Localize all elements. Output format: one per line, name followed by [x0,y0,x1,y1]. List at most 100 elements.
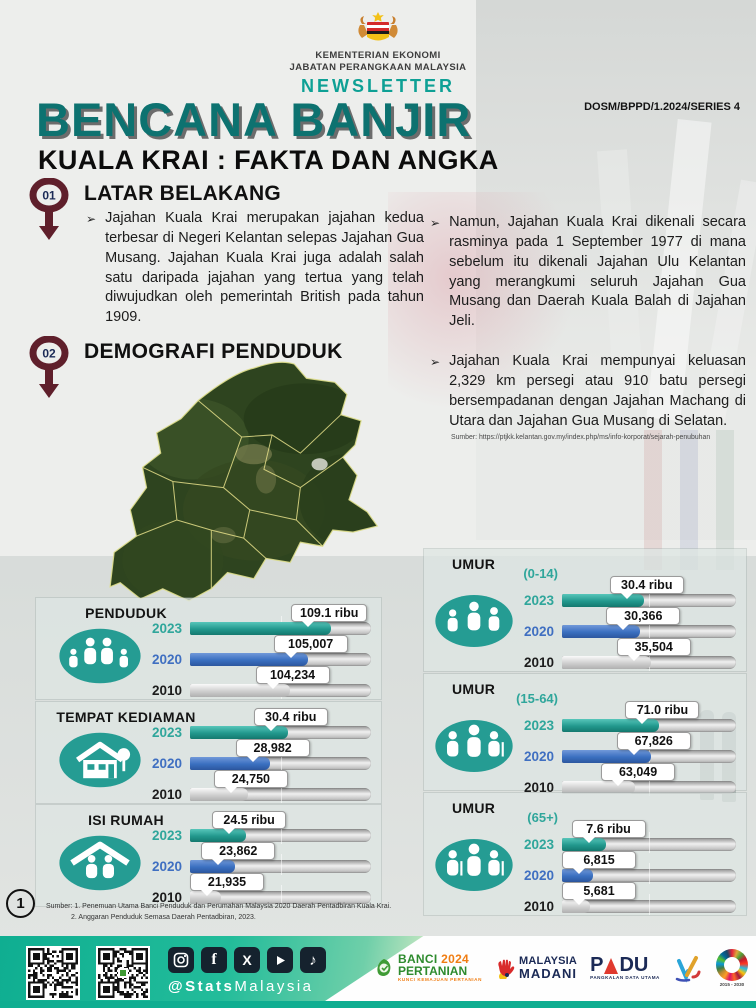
chart-row-2020: 2020 28,982 [140,739,373,772]
source-line-2: 2. Anggaran Penduduk Semasa Daerah Penta… [71,914,256,922]
value-callout: 21,935 [190,873,264,896]
chart-panel-umur-0-14: UMUR (0-14) 2023 30.4 ribu 2020 30,366 20… [424,549,746,671]
background-pink-blob [388,192,573,407]
year-label: 2020 [151,859,182,874]
chart-rows: 2023 7.6 ribu 2020 6,815 2010 5,681 [512,820,738,915]
bar-fill [190,788,248,801]
latar-belakang-left-column: ➢ Jajahan Kuala Krai merupakan jajahan k… [86,209,424,348]
chart-age-group-label: (0-14) [523,566,558,581]
value-callout: 23,862 [201,842,276,865]
year-label: 2010 [151,683,182,698]
year-label: 2023 [151,621,182,636]
year-label: 2010 [151,890,182,905]
year-label: 2020 [523,868,554,883]
chart-row-2023: 2023 24.5 ribu [140,811,373,844]
chart-rows: 2023 30.4 ribu 2020 30,366 2010 35,504 [512,576,738,671]
chart-age-group-label: (15-64) [516,691,558,706]
madani-hand-icon [498,959,515,979]
sdg-wheel-logo: 2015 - 2030 [715,949,748,987]
youtube-icon[interactable] [267,947,293,973]
bullet-text: Namun, Jajahan Kuala Krai dikenali secar… [449,214,746,330]
bar-track: 21,935 [190,873,371,906]
bar-fill [562,838,606,851]
bar-track: 24,750 [190,770,371,803]
chart-row-2023: 2023 30.4 ribu [140,708,373,741]
value-callout: 109.1 ribu [291,604,368,627]
sdg-wheel-icon [715,949,748,981]
ministry-line-2: JABATAN PERANGKAAN MALAYSIA [289,62,467,74]
partner-logos: BANCI 2024 PERTANIAN KUNCI KEMAJUAN PERT… [374,942,748,994]
bullet-marker-icon: ➢ [86,212,97,226]
chart-row-2023: 2023 109.1 ribu [140,604,373,637]
bar-fill [190,829,247,842]
sdg-caption: 2015 - 2030 [719,982,745,987]
value-callout: 63,049 [601,763,676,786]
x-icon[interactable]: X [234,947,260,973]
value-callout: 7.6 ribu [571,820,646,843]
chart-panel-umur-65plus: UMUR (65+) 2023 7.6 ribu 2020 6,815 2010 … [424,793,746,915]
bottom-bar: f X ♪ @StatsMalaysia BANCI 2024 PERTANIAN … [0,936,756,1008]
handle-bold: @Stats [168,978,235,995]
banci-word1: BANCI [398,952,442,967]
bar-track: 63,049 [562,763,736,796]
chart-title: UMUR [452,556,496,572]
bar-track: 67,826 [562,732,736,765]
value-callout: 30.4 ribu [609,576,684,599]
main-title: BENCANA BANJIR [36,93,472,146]
chart-row-2010: 2010 5,681 [512,882,738,915]
bar-fill [190,622,332,635]
value-callout: 105,007 [273,635,348,658]
year-label: 2010 [523,899,554,914]
chart-age-group-label: (65+) [527,810,558,825]
year-label: 2020 [523,749,554,764]
value-callout: 67,826 [616,732,691,755]
adults-icon [434,716,514,776]
chart-row-2010: 2010 63,049 [512,763,738,796]
bar-fill [190,726,288,739]
year-label: 2023 [151,725,182,740]
bar-fill [190,684,290,697]
malaysia-coat-of-arms-icon [358,12,398,41]
chart-title: ISI RUMAH [88,812,164,828]
value-callout: 35,504 [616,638,691,661]
banci-pertanian-2024-logo: BANCI 2024 PERTANIAN KUNCI KEMAJUAN PERT… [374,953,482,983]
bar-fill [562,719,660,732]
chart-row-2020: 2020 23,862 [140,842,373,875]
facebook-icon[interactable]: f [201,947,227,973]
newsletter-label: NEWSLETTER [301,75,455,96]
year-label: 2023 [523,593,554,608]
malaysia-madani-logo: MALAYSIA MADANI [495,956,577,980]
chart-row-2023: 2023 30.4 ribu [512,576,738,609]
svg-text:02: 02 [42,347,56,361]
tiktok-icon[interactable]: ♪ [300,947,326,973]
header: KEMENTERIAN EKONOMI JABATAN PERANGKAAN M… [0,10,756,97]
bullet-item: ➢ Namun, Jajahan Kuala Krai dikenali sec… [430,213,746,332]
value-callout: 24.5 ribu [212,811,287,834]
bar-track: 71.0 ribu [562,701,736,734]
bar-track: 30,366 [562,607,736,640]
bullet-item: ➢ Jajahan Kuala Krai merupakan jajahan k… [86,209,424,328]
chart-row-2023: 2023 7.6 ribu [512,820,738,853]
banci-leaf-icon [377,959,391,976]
bar-track: 105,007 [190,635,371,668]
chart-row-2010: 2010 35,504 [512,638,738,671]
banci-year: 2024 [441,952,470,967]
bar-track: 24.5 ribu [190,811,371,844]
footer-sources: Sumber: 1. Penemuan Utama Banci Penduduk… [46,901,391,923]
bullet-text: Jajahan Kuala Krai mempunyai keluasan 2,… [449,353,746,429]
bar-fill [190,653,308,666]
source-line-1: Sumber: 1. Penemuan Utama Banci Penduduk… [46,903,392,910]
instagram-icon[interactable] [168,947,194,973]
family-icon [58,624,142,688]
bar-track: 104,234 [190,666,371,699]
chart-row-2020: 2020 105,007 [140,635,373,668]
bullet-text: Jajahan Kuala Krai merupakan jajahan ked… [105,210,424,326]
chart-panel-isi-rumah: ISI RUMAH 2023 24.5 ribu 2020 23,862 201… [36,805,381,906]
bullet-item: ➢ Jajahan Kuala Krai mempunyai keluasan … [430,352,746,431]
year-label: 2020 [151,652,182,667]
value-callout: 104,234 [255,666,330,689]
bottom-stripe [0,1001,756,1008]
bar-track: 30.4 ribu [562,576,736,609]
padu-du: DU [619,954,649,977]
